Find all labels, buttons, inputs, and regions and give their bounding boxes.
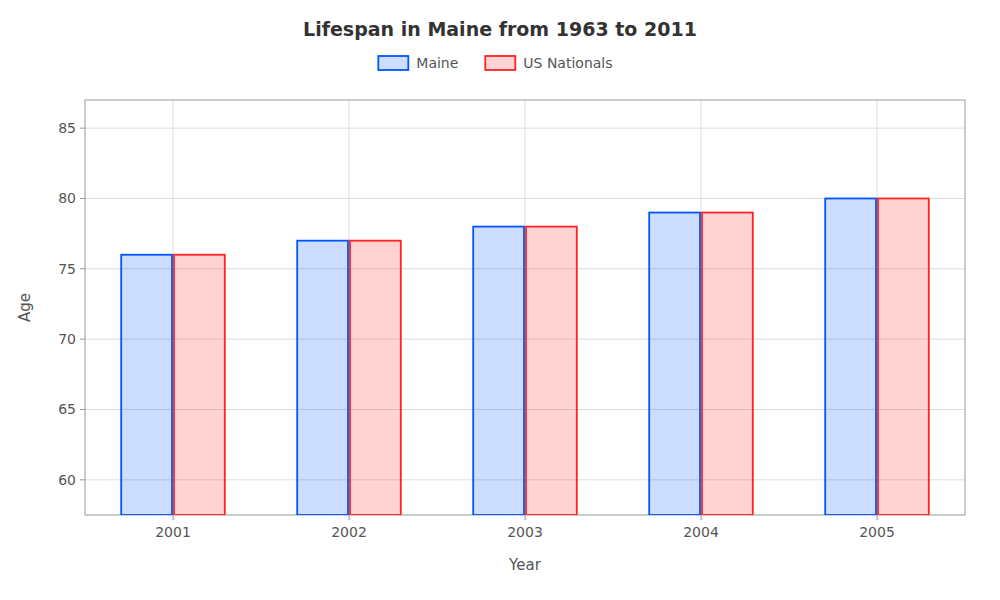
y-tick	[80, 339, 85, 340]
x-tick	[701, 515, 702, 520]
y-tick	[80, 128, 85, 129]
legend-label: US Nationals	[523, 55, 612, 71]
bar	[297, 241, 348, 515]
bar	[174, 255, 225, 515]
y-tick	[80, 409, 85, 410]
y-tick-label: 65	[58, 401, 76, 417]
legend: Maine US Nationals	[378, 55, 612, 71]
bar	[702, 213, 753, 515]
x-tick-label: 2003	[507, 524, 543, 540]
x-tick	[525, 515, 526, 520]
x-tick-label: 2002	[331, 524, 367, 540]
chart-container: Lifespan in Maine from 1963 to 2011 60 65 7…	[0, 0, 1000, 600]
bar	[526, 227, 577, 515]
x-tick	[349, 515, 350, 520]
bar	[649, 213, 700, 515]
y-axis: 60 65 70 75 80 85	[58, 120, 85, 488]
x-tick-label: 2001	[155, 524, 191, 540]
x-axis: 2001 2002 2003 2004 2005	[155, 515, 895, 540]
x-tick-label: 2005	[859, 524, 895, 540]
page: {"chart_data": {"type": "bar", "title": …	[0, 0, 1000, 600]
series-bars	[174, 198, 929, 515]
x-tick	[877, 515, 878, 520]
y-tick-label: 85	[58, 120, 76, 136]
y-tick-label: 80	[58, 190, 76, 206]
bar	[350, 241, 401, 515]
legend-swatch	[378, 56, 408, 70]
chart: Lifespan in Maine from 1963 to 2011 60 65 7…	[0, 0, 1000, 600]
grid	[85, 100, 965, 515]
x-tick	[173, 515, 174, 520]
bar	[121, 255, 172, 515]
title: Lifespan in Maine from 1963 to 2011	[303, 18, 697, 40]
legend-swatch	[485, 56, 515, 70]
y-tick-label: 70	[58, 331, 76, 347]
legend-label: Maine	[416, 55, 458, 71]
bar	[878, 198, 929, 515]
plot-frame	[85, 100, 965, 515]
y-tick	[80, 198, 85, 199]
x-tick-label: 2004	[683, 524, 719, 540]
y-tick	[80, 479, 85, 480]
bar	[825, 198, 876, 515]
y-tick-label: 75	[58, 261, 76, 277]
y-tick-label: 60	[58, 472, 76, 488]
y-tick	[80, 268, 85, 269]
series-bars	[121, 198, 876, 515]
bar	[473, 227, 524, 515]
y-axis-label: Age	[16, 293, 34, 322]
x-axis-label: Year	[508, 556, 542, 574]
bars	[121, 198, 929, 515]
